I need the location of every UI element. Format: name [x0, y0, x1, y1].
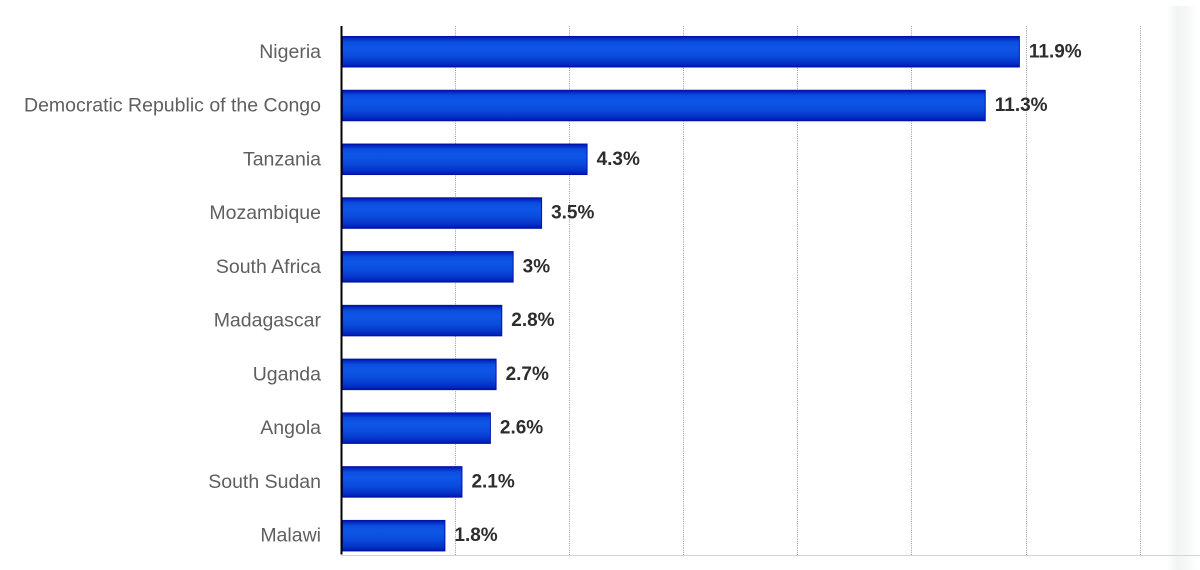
svg-text:2.6%: 2.6% [500, 418, 543, 439]
svg-text:Tanzania: Tanzania [243, 148, 321, 170]
svg-text:2.8%: 2.8% [511, 310, 554, 331]
svg-text:Angola: Angola [260, 417, 321, 439]
svg-text:2.1%: 2.1% [471, 471, 514, 492]
svg-text:11.9%: 11.9% [1029, 41, 1082, 62]
svg-text:Mozambique: Mozambique [209, 202, 321, 224]
svg-text:3.5%: 3.5% [551, 203, 594, 224]
svg-text:3%: 3% [523, 256, 551, 277]
svg-text:Nigeria: Nigeria [259, 41, 321, 63]
svg-text:4.3%: 4.3% [597, 149, 640, 170]
svg-text:Madagascar: Madagascar [214, 310, 322, 332]
svg-text:Uganda: Uganda [253, 363, 321, 385]
svg-text:South Africa: South Africa [216, 256, 321, 278]
svg-text:Democratic Republic of the Con: Democratic Republic of the Congo [24, 95, 321, 117]
svg-text:2.7%: 2.7% [506, 364, 549, 385]
svg-text:11.3%: 11.3% [995, 95, 1048, 116]
svg-text:1.8%: 1.8% [454, 525, 497, 546]
svg-text:South Sudan: South Sudan [208, 471, 321, 493]
svg-text:Malawi: Malawi [260, 525, 321, 547]
